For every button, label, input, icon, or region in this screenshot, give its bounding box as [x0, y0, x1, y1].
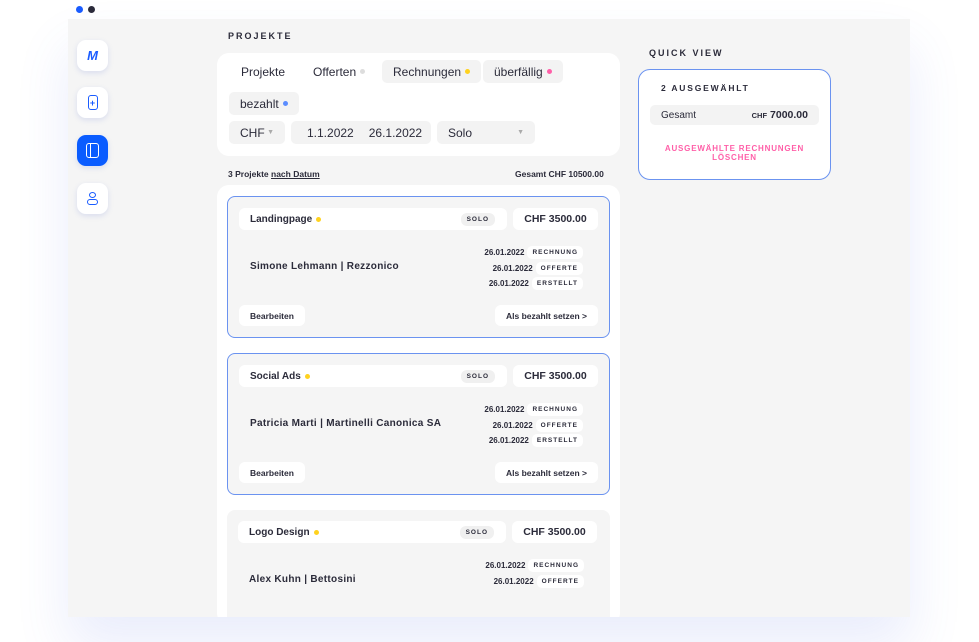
tab-label: überfällig — [494, 64, 543, 79]
total-label: Gesamt — [661, 109, 697, 121]
edit-button[interactable]: Bearbeiten — [239, 305, 305, 326]
tab-rechnungen[interactable]: Rechnungen — [382, 60, 482, 83]
sidebar-item-profile[interactable] — [77, 183, 108, 214]
project-amount: CHF 3500.00 — [512, 521, 597, 543]
status-dot — [360, 69, 366, 74]
tab-label: bezahlt — [240, 96, 279, 111]
delete-selected-button[interactable]: AUSGEWÄHLTE RECHNUNGEN LÖSCHEN — [664, 144, 805, 162]
date-tag: OFFERTE — [535, 418, 583, 432]
chevron-down-icon: ▼ — [517, 129, 524, 136]
date-value: 26.01.2022 — [484, 248, 525, 258]
columns-icon — [86, 143, 99, 158]
client-name: Simone Lehmann | Rezzonico — [250, 261, 399, 272]
add-document-icon: + — [87, 95, 98, 110]
project-list: Landingpage SOLO CHF 3500.00 Simone Lehma… — [217, 185, 620, 617]
status-dot — [546, 69, 552, 74]
project-amount: CHF 3500.00 — [513, 365, 598, 387]
client-name: Alex Kuhn | Bettosini — [249, 574, 356, 585]
filter-panel: Projekte Offerten Rechnungen überfällig … — [217, 53, 620, 156]
tab-label: Rechnungen — [393, 64, 462, 79]
window-dot — [76, 6, 83, 13]
date-value: 26.01.2022 — [493, 576, 534, 586]
type-badge: SOLO — [459, 525, 494, 539]
date-value: 26.01.2022 — [488, 279, 529, 289]
date-tag: RECHNUNG — [527, 403, 583, 417]
quick-view-panel: 2 AUSGEWÄHLT Gesamt CHF 7000.00 AUSGEWÄH… — [638, 69, 831, 180]
status-dot — [316, 216, 322, 222]
project-title-pill: Logo Design SOLO — [238, 521, 506, 543]
date-to[interactable]: 26.1.2022 — [368, 125, 423, 140]
date-value: 26.01.2022 — [488, 436, 529, 446]
date-from[interactable]: 1.1.2022 — [307, 125, 354, 140]
tab-ueberfaellig[interactable]: überfällig — [483, 60, 563, 83]
tab-label: Projekte — [241, 64, 286, 79]
project-title: Landingpage — [250, 213, 313, 225]
status-dot — [465, 69, 471, 74]
sidebar-item-add-document[interactable]: + — [77, 87, 108, 118]
mark-paid-button[interactable]: Als bezahlt setzen > — [494, 305, 598, 326]
date-list: 26.01.2022 RECHNUNG 26.01.2022 OFFERTE 26.… — [484, 402, 583, 449]
tab-offerten[interactable]: Offerten — [302, 60, 376, 83]
count-text: 3 Projekte — [228, 169, 269, 179]
chevron-down-icon: ▼ — [267, 129, 274, 136]
status-dot — [313, 529, 319, 535]
currency-select[interactable]: CHF ▼ — [229, 121, 285, 144]
project-title-pill: Landingpage SOLO — [239, 208, 507, 230]
tab-label: Offerten — [313, 64, 357, 79]
project-title: Logo Design — [249, 526, 310, 538]
date-tag: OFFERTE — [535, 261, 583, 275]
sidebar-item-logo[interactable]: M — [77, 40, 108, 71]
type-badge: SOLO — [460, 369, 495, 383]
type-select[interactable]: Solo ▼ — [437, 121, 535, 144]
project-title: Social Ads — [250, 370, 301, 382]
currency-value: CHF — [240, 125, 265, 140]
date-tag: ERSTELLT — [531, 434, 583, 448]
date-list: 26.01.2022 RECHNUNG 26.01.2022 OFFERTE — [485, 558, 584, 589]
tab-projekte[interactable]: Projekte — [230, 60, 296, 83]
date-tag: ERSTELLT — [531, 277, 583, 291]
user-icon — [87, 192, 98, 205]
date-list: 26.01.2022 RECHNUNG 26.01.2022 OFFERTE 26.… — [484, 245, 583, 292]
type-badge: SOLO — [460, 212, 495, 226]
sidebar-item-projects[interactable] — [77, 135, 108, 166]
logo-icon: M — [87, 48, 98, 63]
date-value: 26.01.2022 — [485, 561, 526, 571]
app-frame: M + PROJEKTE Projekte Offerten Rechnunge… — [68, 19, 910, 617]
date-range-input[interactable]: 1.1.2022 26.1.2022 — [291, 121, 431, 144]
status-dot — [282, 101, 288, 106]
project-card[interactable]: Logo Design SOLO CHF 3500.00 Alex Kuhn | … — [227, 510, 610, 617]
projects-total: Gesamt CHF 10500.00 — [515, 169, 604, 179]
selected-count: 2 AUSGEWÄHLT — [661, 83, 750, 93]
sort-link[interactable]: nach Datum — [271, 169, 320, 179]
status-dot — [304, 373, 310, 379]
total-value: 7000.00 — [770, 109, 808, 121]
date-tag: RECHNUNG — [527, 246, 583, 260]
quick-view-total: Gesamt CHF 7000.00 — [650, 105, 819, 125]
mark-paid-button[interactable]: Als bezahlt setzen > — [494, 462, 598, 483]
quick-view-heading: QUICK VIEW — [649, 48, 724, 58]
project-card[interactable]: Social Ads SOLO CHF 3500.00 Patricia Mart… — [227, 353, 610, 495]
section-heading: PROJEKTE — [228, 31, 293, 41]
project-count: 3 Projekte nach Datum — [228, 169, 320, 179]
date-value: 26.01.2022 — [492, 420, 533, 430]
tab-bezahlt[interactable]: bezahlt — [229, 92, 299, 115]
date-tag: OFFERTE — [536, 574, 584, 588]
type-value: Solo — [448, 125, 473, 140]
client-name: Patricia Marti | Martinelli Canonica SA — [250, 418, 442, 429]
date-value: 26.01.2022 — [484, 405, 525, 415]
project-card[interactable]: Landingpage SOLO CHF 3500.00 Simone Lehma… — [227, 196, 610, 338]
window-dots — [76, 6, 95, 13]
total-currency: CHF — [751, 110, 768, 120]
project-title-pill: Social Ads SOLO — [239, 365, 507, 387]
edit-button[interactable]: Bearbeiten — [239, 462, 305, 483]
date-value: 26.01.2022 — [492, 263, 533, 273]
date-tag: RECHNUNG — [528, 559, 584, 573]
project-amount: CHF 3500.00 — [513, 208, 598, 230]
window-dot — [88, 6, 95, 13]
